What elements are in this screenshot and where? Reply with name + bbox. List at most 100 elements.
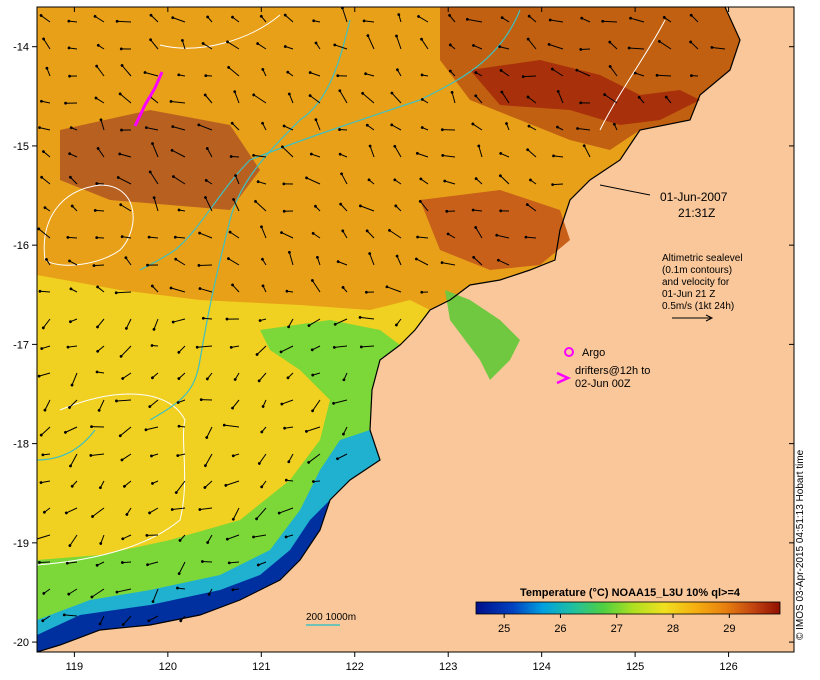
velocity-arrow	[500, 16, 510, 23]
velocity-arrow	[62, 613, 78, 617]
velocity-arrow	[285, 289, 294, 293]
lon-tick-label: 122	[346, 661, 364, 673]
velocity-arrow	[472, 255, 483, 266]
velocity-arrow	[144, 426, 159, 432]
velocity-arrow	[498, 45, 510, 50]
velocity-arrow	[629, 16, 645, 23]
velocity-arrow	[283, 45, 294, 50]
velocity-arrow	[176, 586, 186, 590]
velocity-arrow	[94, 96, 105, 104]
velocity-arrow	[68, 259, 78, 266]
velocity-arrow	[261, 399, 267, 408]
velocity-arrow	[395, 34, 402, 50]
velocity-arrow	[178, 534, 186, 542]
velocity-arrow	[42, 150, 51, 158]
velocity-arrow	[440, 261, 456, 266]
velocity-arrow	[415, 151, 429, 158]
drifters-label-2: 02-Jun 00Z	[575, 378, 631, 390]
colorbar-tick-label: 26	[554, 623, 566, 635]
velocity-arrow	[232, 198, 240, 212]
lon-tick-label: 120	[159, 661, 177, 673]
velocity-arrow	[287, 250, 294, 266]
velocity-arrow	[601, 19, 618, 23]
velocity-arrow	[552, 154, 564, 158]
velocity-arrow	[148, 507, 159, 515]
velocity-arrow	[338, 152, 348, 158]
velocity-arrow	[505, 122, 510, 131]
velocity-arrow	[116, 176, 132, 185]
velocity-arrow	[608, 65, 618, 77]
velocity-arrow	[66, 345, 78, 349]
lon-tick-label: 119	[66, 661, 84, 673]
velocity-arrow	[254, 200, 267, 212]
velocity-arrow	[340, 172, 348, 185]
velocity-arrow	[368, 144, 375, 158]
velocity-vectors	[37, 7, 726, 626]
velocity-arrow	[231, 15, 240, 23]
map-frame	[36, 6, 795, 653]
velocity-arrow	[124, 256, 132, 266]
lat-tick-label: -19	[13, 538, 29, 550]
velocity-arrow	[69, 287, 78, 293]
velocity-arrow	[148, 399, 159, 408]
velocity-arrow	[256, 561, 267, 567]
velocity-arrow	[521, 75, 537, 78]
longitude-axis: 119 120 121 122 123 124 125 126	[66, 7, 738, 673]
velocity-arrow	[64, 426, 78, 434]
isobath-legend: 200 1000m	[306, 612, 356, 626]
velocity-arrow	[342, 372, 348, 382]
velocity-arrow	[280, 231, 294, 239]
lat-tick-label: -20	[13, 637, 29, 649]
velocity-arrow	[655, 73, 672, 77]
velocity-arrow	[286, 70, 294, 77]
velocity-arrow	[420, 73, 429, 77]
velocity-arrow	[200, 560, 213, 563]
velocity-arrow	[499, 69, 510, 77]
velocity-arrow	[261, 68, 267, 77]
velocity-arrow	[222, 423, 240, 428]
altimetry-line-2: (0.1m contours)	[662, 265, 732, 276]
date-label: 01-Jun-2007	[660, 190, 728, 204]
velocity-arrow	[198, 507, 213, 511]
velocity-arrow	[174, 480, 186, 494]
velocity-arrow	[397, 13, 402, 23]
king-sound-water	[445, 290, 520, 380]
velocity-arrow	[359, 345, 375, 349]
velocity-arrow	[120, 64, 132, 77]
velocity-arrow	[252, 534, 267, 539]
velocity-arrow	[43, 206, 51, 212]
velocity-arrow	[92, 264, 105, 267]
isobaths	[37, 9, 521, 461]
velocity-arrow	[256, 180, 267, 185]
velocity-arrow	[548, 18, 564, 23]
velocity-arrow	[114, 291, 132, 295]
altimetry-legend: Altimetric sealevel (0.1m contours) and …	[662, 253, 743, 322]
velocity-arrow	[121, 615, 132, 626]
velocity-arrow	[474, 94, 483, 104]
velocity-arrow	[365, 123, 375, 131]
velocity-arrow	[169, 100, 186, 104]
velocity-arrow	[96, 318, 105, 329]
velocity-arrow	[332, 345, 348, 349]
velocity-arrow	[287, 92, 294, 104]
velocity-arrow	[177, 424, 186, 428]
velocity-arrow	[151, 372, 159, 380]
velocity-arrow	[69, 453, 78, 468]
velocity-arrow	[119, 203, 132, 212]
velocity-arrow	[556, 125, 564, 131]
velocity-arrow	[575, 68, 591, 77]
velocity-arrow	[308, 71, 321, 77]
velocity-arrow	[658, 40, 672, 50]
velocity-arrow	[181, 39, 186, 50]
velocity-arrow	[448, 43, 456, 50]
velocity-arrow	[124, 318, 132, 330]
velocity-arrow	[151, 480, 159, 485]
velocity-arrow	[362, 19, 375, 23]
velocity-arrow	[550, 67, 564, 77]
velocity-arrow	[231, 588, 240, 592]
velocity-arrow	[118, 152, 132, 158]
velocity-arrow	[414, 257, 429, 266]
lon-tick-label: 123	[439, 661, 457, 673]
velocity-arrow	[90, 588, 105, 599]
velocity-arrow	[260, 426, 267, 434]
